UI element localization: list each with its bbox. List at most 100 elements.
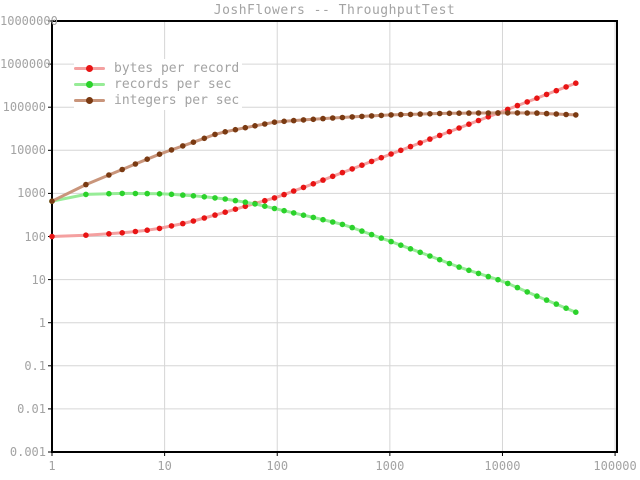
data-point: [563, 305, 569, 312]
data-point: [534, 95, 540, 101]
legend-label: bytes per record: [114, 60, 240, 76]
data-point: [466, 110, 472, 116]
data-point: [378, 154, 385, 161]
data-point: [427, 136, 433, 142]
chart-title: JoshFlowers -- ThroughputTest: [213, 3, 456, 18]
data-point: [475, 270, 482, 277]
x-tick-label: 10000: [484, 459, 521, 473]
data-point: [252, 123, 258, 129]
data-point: [446, 260, 453, 267]
data-point: [290, 188, 297, 194]
data-point: [320, 216, 326, 223]
data-point: [475, 110, 482, 116]
data-point: [310, 181, 317, 187]
data-point: [514, 284, 521, 291]
data-point: [524, 99, 530, 105]
data-point: [320, 115, 326, 122]
data-point: [290, 117, 297, 124]
data-point: [119, 166, 125, 173]
legend-swatch-icon: [74, 80, 105, 89]
data-point: [427, 253, 433, 259]
data-point: [190, 218, 197, 224]
data-point: [456, 125, 462, 131]
data-point: [271, 195, 278, 201]
data-point: [514, 110, 521, 116]
data-point: [485, 273, 492, 280]
data-point: [349, 114, 356, 120]
series-records-per-sec: [49, 190, 579, 316]
data-point: [232, 126, 239, 133]
data-point: [190, 139, 197, 145]
data-point: [252, 201, 258, 207]
series-line: [50, 191, 578, 314]
data-point: [156, 191, 163, 197]
data-point: [222, 129, 228, 135]
data-point: [407, 246, 414, 252]
legend-swatch-icon: [74, 96, 105, 105]
y-tick-label: 1000000: [0, 57, 51, 72]
y-tick-label: 0.1: [24, 358, 46, 373]
x-tick-label: 100: [266, 459, 289, 473]
data-point: [106, 190, 112, 197]
data-point: [398, 111, 404, 118]
data-point: [388, 151, 394, 157]
data-point: [144, 227, 150, 233]
data-point: [417, 140, 424, 146]
data-point: [573, 112, 579, 118]
data-point: [132, 190, 139, 197]
data-point: [222, 209, 228, 215]
legend-item-integers-per-sec: integers per sec: [74, 92, 242, 108]
data-point: [168, 147, 175, 153]
data-point: [359, 162, 365, 168]
data-point: [262, 197, 268, 204]
data-point: [339, 221, 346, 228]
x-tick-label: 10: [157, 459, 172, 473]
y-tick-label: 0.001: [9, 445, 46, 459]
legend: bytes per record records per sec integer…: [74, 59, 242, 110]
data-point: [534, 293, 540, 299]
data-point: [232, 206, 239, 212]
x-tick-label: 1000: [375, 459, 405, 473]
y-tick-label: 1000: [17, 186, 46, 201]
data-point: [485, 110, 492, 116]
data-point: [368, 113, 375, 119]
data-point: [417, 111, 424, 117]
data-point: [242, 203, 249, 210]
data-point: [553, 301, 560, 307]
data-point: [329, 173, 336, 180]
data-point: [398, 242, 404, 248]
data-point: [106, 231, 112, 237]
data-point: [534, 110, 540, 116]
data-point: [132, 228, 139, 235]
data-point: [563, 111, 569, 118]
data-point: [232, 197, 239, 204]
data-point: [83, 232, 89, 238]
data-point: [156, 225, 163, 232]
data-point: [310, 214, 317, 221]
data-point: [359, 113, 365, 120]
data-point: [446, 110, 453, 117]
data-point: [290, 210, 297, 216]
data-point: [407, 143, 414, 150]
data-point: [180, 220, 186, 227]
data-point: [212, 212, 218, 218]
data-point: [144, 190, 150, 197]
y-tick-label: 10000: [9, 143, 46, 158]
y-tick-label: 1: [38, 315, 46, 330]
data-point: [359, 228, 365, 234]
data-point: [271, 119, 278, 125]
data-point: [49, 233, 55, 240]
data-point: [201, 215, 208, 221]
data-point: [388, 112, 394, 118]
series-line: [50, 111, 578, 203]
data-point: [271, 205, 278, 212]
y-tick-label: 100: [24, 229, 46, 244]
y-tick-label: 100000: [2, 100, 46, 115]
data-point: [427, 111, 433, 117]
data-point: [119, 230, 125, 236]
data-point: [553, 87, 560, 94]
data-point: [524, 289, 530, 295]
data-point: [180, 143, 186, 149]
data-point: [329, 219, 336, 225]
